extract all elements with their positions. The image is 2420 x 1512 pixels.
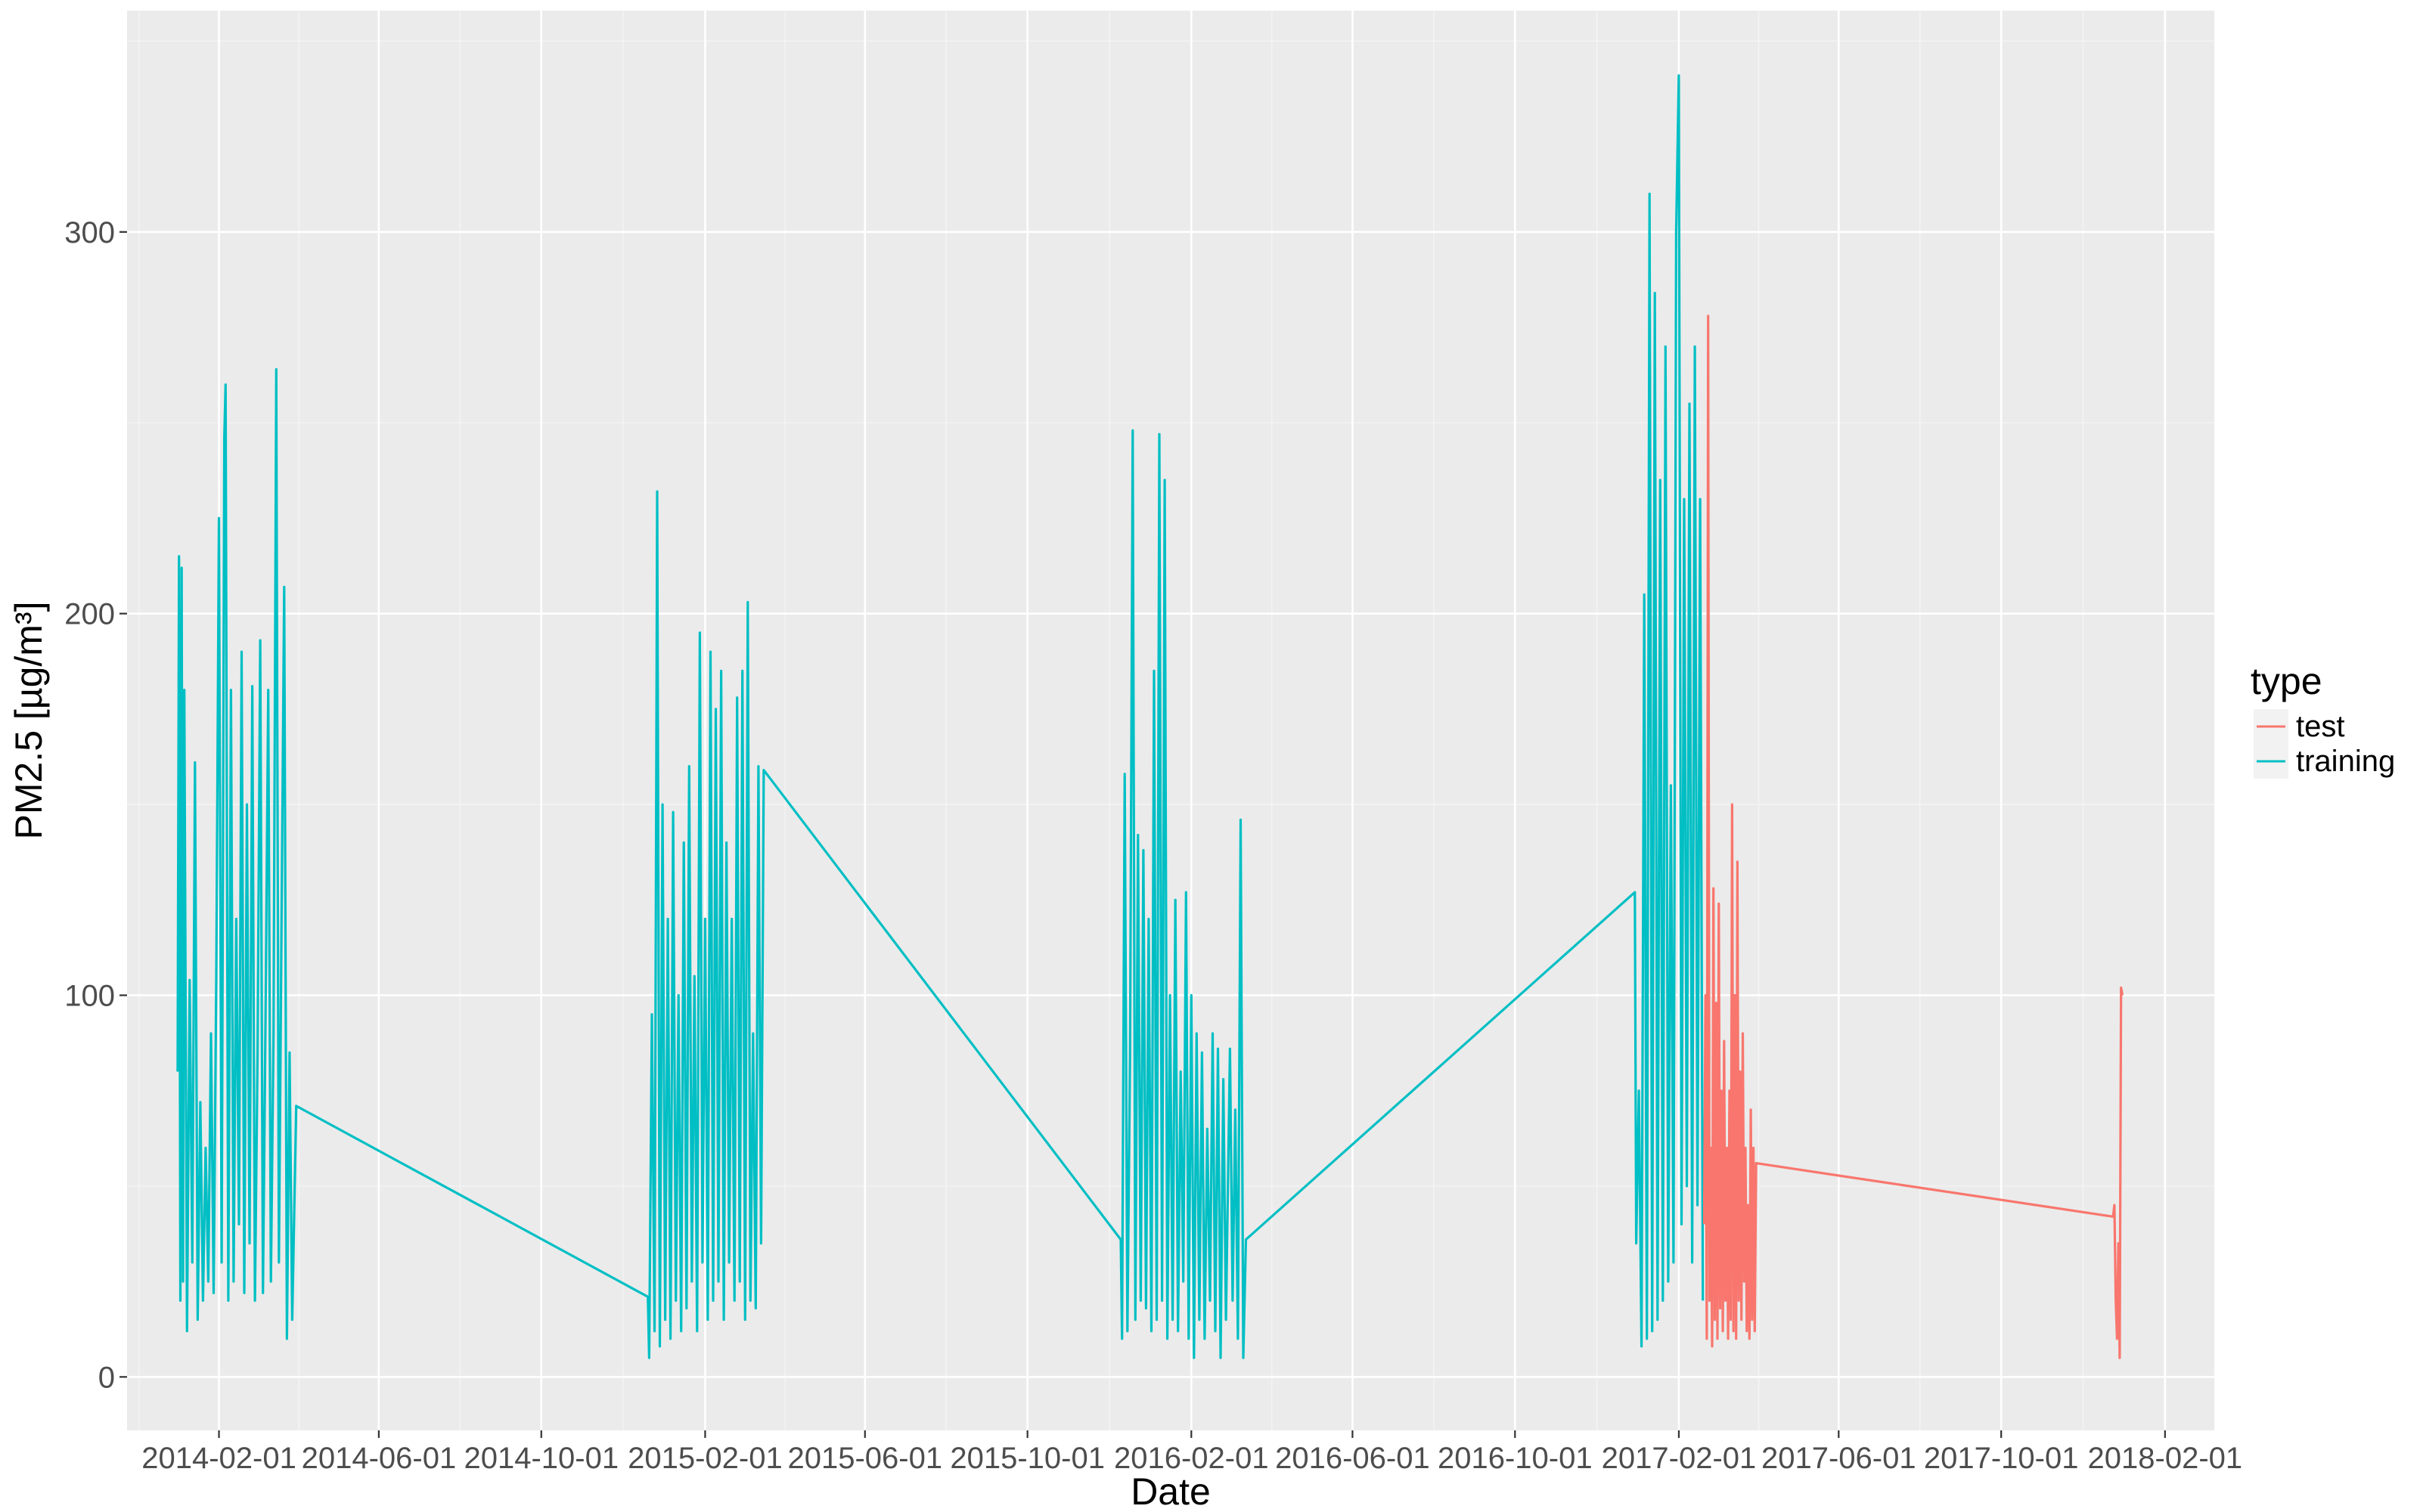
y-tick-label: 200 (64, 598, 115, 631)
y-tick-label: 300 (64, 216, 115, 249)
x-tick-label: 2016-06-01 (1275, 1442, 1430, 1475)
legend-title: type (2251, 660, 2322, 702)
x-tick-label: 2018-02-01 (2088, 1442, 2243, 1475)
x-tick-label: 2015-06-01 (787, 1442, 942, 1475)
series-line-training (176, 74, 1705, 1359)
legend-label-training: training (2296, 745, 2395, 778)
x-axis: 2014-02-01 2014-06-01 2014-10-01 2015-02-01… (141, 1430, 2242, 1475)
x-tick-label: 2017-06-01 (1761, 1442, 1916, 1475)
minor-grid (127, 11, 2214, 1430)
x-axis-title: Date (1131, 1470, 1211, 1512)
series-layer (176, 74, 2124, 1359)
x-tick-label: 2017-02-01 (1602, 1442, 1757, 1475)
x-tick-label: 2014-02-01 (141, 1442, 296, 1475)
y-tick-label: 0 (98, 1361, 115, 1394)
legend: type test training (2251, 660, 2395, 779)
y-tick-label: 100 (64, 979, 115, 1012)
x-tick-label: 2016-02-01 (1114, 1442, 1269, 1475)
y-axis: 0 100 200 300 (64, 216, 127, 1394)
x-tick-label: 2015-02-01 (628, 1442, 783, 1475)
series-line-test (1702, 314, 2124, 1359)
x-tick-label: 2017-10-01 (1924, 1442, 2079, 1475)
x-tick-label: 2016-10-01 (1438, 1442, 1593, 1475)
y-axis-title: PM2.5 [µg/m³] (8, 602, 50, 840)
x-tick-label: 2015-10-01 (950, 1442, 1105, 1475)
legend-label-test: test (2296, 710, 2344, 743)
x-tick-label: 2014-10-01 (464, 1442, 619, 1475)
x-tick-label: 2014-06-01 (302, 1442, 457, 1475)
